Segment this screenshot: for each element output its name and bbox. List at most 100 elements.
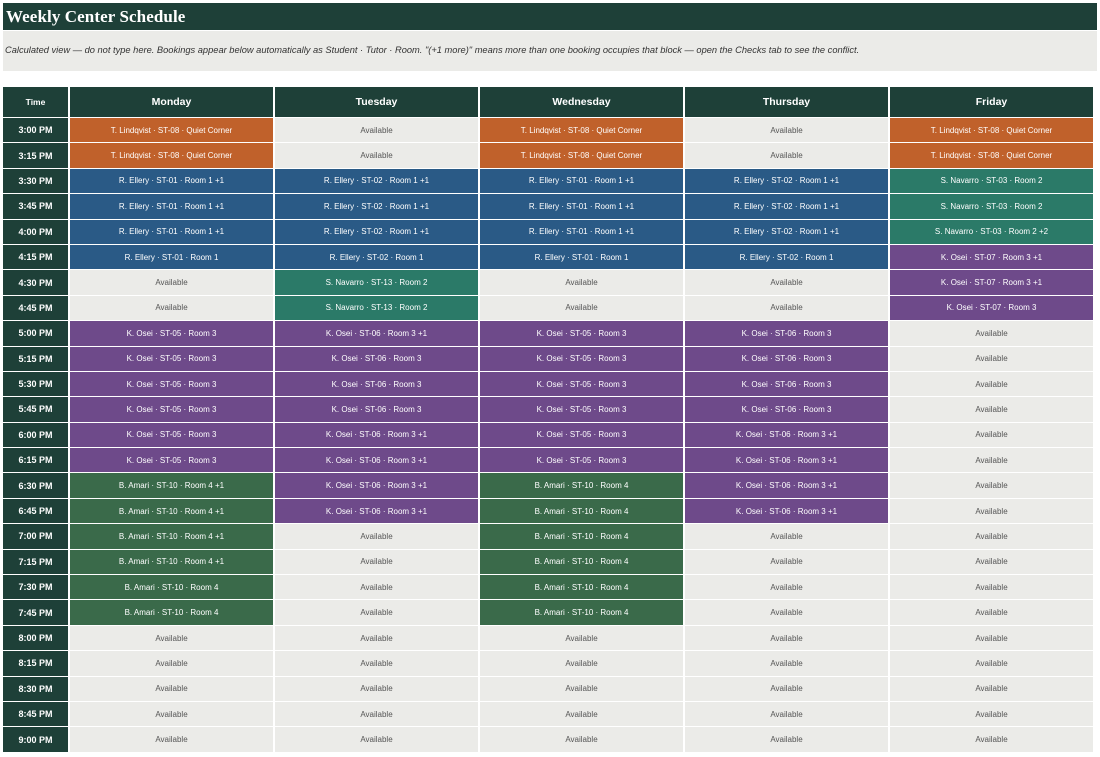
schedule-cell-wednesday[interactable]: K. Osei · ST-05 · Room 3 — [480, 448, 683, 473]
schedule-cell-monday[interactable]: Available — [70, 727, 273, 752]
schedule-cell-friday[interactable]: Available — [890, 701, 1093, 727]
schedule-cell-friday[interactable]: K. Osei · ST-07 · Room 3 +1 — [890, 270, 1093, 295]
schedule-cell-friday[interactable]: Available — [890, 397, 1093, 422]
schedule-cell-wednesday[interactable]: B. Amari · ST-10 · Room 4 — [480, 575, 683, 600]
schedule-cell-tuesday[interactable]: K. Osei · ST-06 · Room 3 +1 — [275, 321, 478, 346]
schedule-cell-monday[interactable]: B. Amari · ST-10 · Room 4 +1 — [70, 473, 273, 498]
schedule-cell-monday[interactable]: Available — [70, 701, 273, 727]
schedule-cell-tuesday[interactable]: K. Osei · ST-06 · Room 3 +1 — [275, 422, 478, 448]
schedule-cell-thursday[interactable]: Available — [685, 727, 888, 752]
schedule-cell-tuesday[interactable]: K. Osei · ST-06 · Room 3 +1 — [275, 473, 478, 498]
schedule-cell-monday[interactable]: B. Amari · ST-10 · Room 4 — [70, 600, 273, 625]
schedule-cell-thursday[interactable]: Available — [685, 625, 888, 651]
schedule-cell-monday[interactable]: K. Osei · ST-05 · Room 3 — [70, 397, 273, 422]
schedule-cell-friday[interactable]: Available — [890, 473, 1093, 498]
schedule-cell-wednesday[interactable]: R. Ellery · ST-01 · Room 1 +1 — [480, 194, 683, 219]
schedule-cell-thursday[interactable]: K. Osei · ST-06 · Room 3 — [685, 321, 888, 346]
schedule-cell-friday[interactable]: T. Lindqvist · ST-08 · Quiet Corner — [890, 143, 1093, 168]
schedule-cell-thursday[interactable]: R. Ellery · ST-02 · Room 1 +1 — [685, 194, 888, 219]
schedule-cell-friday[interactable]: Available — [890, 524, 1093, 549]
schedule-cell-tuesday[interactable]: S. Navarro · ST-13 · Room 2 — [275, 295, 478, 321]
schedule-cell-monday[interactable]: K. Osei · ST-05 · Room 3 — [70, 346, 273, 371]
schedule-cell-wednesday[interactable]: B. Amari · ST-10 · Room 4 — [480, 524, 683, 549]
schedule-cell-monday[interactable]: R. Ellery · ST-01 · Room 1 +1 — [70, 168, 273, 194]
schedule-cell-thursday[interactable]: Available — [685, 118, 888, 143]
schedule-cell-friday[interactable]: S. Navarro · ST-03 · Room 2 +2 — [890, 219, 1093, 244]
schedule-cell-tuesday[interactable]: R. Ellery · ST-02 · Room 1 +1 — [275, 219, 478, 244]
schedule-cell-thursday[interactable]: Available — [685, 270, 888, 295]
schedule-cell-monday[interactable]: T. Lindqvist · ST-08 · Quiet Corner — [70, 118, 273, 143]
schedule-cell-friday[interactable]: Available — [890, 625, 1093, 651]
schedule-cell-tuesday[interactable]: Available — [275, 701, 478, 727]
schedule-cell-monday[interactable]: R. Ellery · ST-01 · Room 1 +1 — [70, 194, 273, 219]
schedule-cell-wednesday[interactable]: B. Amari · ST-10 · Room 4 — [480, 600, 683, 625]
schedule-cell-wednesday[interactable]: Available — [480, 701, 683, 727]
schedule-cell-friday[interactable]: Available — [890, 600, 1093, 625]
schedule-cell-friday[interactable]: S. Navarro · ST-03 · Room 2 — [890, 168, 1093, 194]
schedule-cell-thursday[interactable]: K. Osei · ST-06 · Room 3 +1 — [685, 498, 888, 524]
schedule-cell-tuesday[interactable]: Available — [275, 651, 478, 676]
schedule-cell-friday[interactable]: Available — [890, 498, 1093, 524]
schedule-cell-thursday[interactable]: R. Ellery · ST-02 · Room 1 — [685, 244, 888, 270]
schedule-cell-tuesday[interactable]: Available — [275, 549, 478, 575]
schedule-cell-wednesday[interactable]: Available — [480, 625, 683, 651]
schedule-cell-wednesday[interactable]: R. Ellery · ST-01 · Room 1 — [480, 244, 683, 270]
schedule-cell-friday[interactable]: K. Osei · ST-07 · Room 3 — [890, 295, 1093, 321]
schedule-cell-tuesday[interactable]: Available — [275, 727, 478, 752]
schedule-cell-tuesday[interactable]: Available — [275, 625, 478, 651]
schedule-cell-thursday[interactable]: R. Ellery · ST-02 · Room 1 +1 — [685, 168, 888, 194]
schedule-cell-thursday[interactable]: K. Osei · ST-06 · Room 3 — [685, 346, 888, 371]
schedule-cell-wednesday[interactable]: T. Lindqvist · ST-08 · Quiet Corner — [480, 143, 683, 168]
schedule-cell-wednesday[interactable]: K. Osei · ST-05 · Room 3 — [480, 397, 683, 422]
schedule-cell-thursday[interactable]: K. Osei · ST-06 · Room 3 +1 — [685, 422, 888, 448]
schedule-cell-tuesday[interactable]: K. Osei · ST-06 · Room 3 — [275, 371, 478, 397]
schedule-cell-tuesday[interactable]: K. Osei · ST-06 · Room 3 +1 — [275, 498, 478, 524]
schedule-cell-tuesday[interactable]: S. Navarro · ST-13 · Room 2 — [275, 270, 478, 295]
schedule-cell-wednesday[interactable]: Available — [480, 270, 683, 295]
schedule-cell-friday[interactable]: Available — [890, 346, 1093, 371]
schedule-cell-wednesday[interactable]: R. Ellery · ST-01 · Room 1 +1 — [480, 168, 683, 194]
schedule-cell-thursday[interactable]: K. Osei · ST-06 · Room 3 — [685, 371, 888, 397]
schedule-cell-monday[interactable]: R. Ellery · ST-01 · Room 1 — [70, 244, 273, 270]
schedule-cell-thursday[interactable]: Available — [685, 524, 888, 549]
schedule-cell-friday[interactable]: Available — [890, 676, 1093, 701]
schedule-cell-tuesday[interactable]: Available — [275, 600, 478, 625]
schedule-cell-wednesday[interactable]: K. Osei · ST-05 · Room 3 — [480, 321, 683, 346]
schedule-cell-tuesday[interactable]: Available — [275, 524, 478, 549]
schedule-cell-wednesday[interactable]: Available — [480, 727, 683, 752]
schedule-cell-tuesday[interactable]: R. Ellery · ST-02 · Room 1 +1 — [275, 194, 478, 219]
schedule-cell-monday[interactable]: B. Amari · ST-10 · Room 4 +1 — [70, 498, 273, 524]
schedule-cell-friday[interactable]: Available — [890, 549, 1093, 575]
schedule-cell-monday[interactable]: Available — [70, 651, 273, 676]
schedule-cell-monday[interactable]: Available — [70, 625, 273, 651]
schedule-cell-friday[interactable]: Available — [890, 371, 1093, 397]
schedule-cell-wednesday[interactable]: K. Osei · ST-05 · Room 3 — [480, 422, 683, 448]
schedule-cell-wednesday[interactable]: R. Ellery · ST-01 · Room 1 +1 — [480, 219, 683, 244]
schedule-cell-tuesday[interactable]: K. Osei · ST-06 · Room 3 — [275, 397, 478, 422]
schedule-cell-monday[interactable]: K. Osei · ST-05 · Room 3 — [70, 448, 273, 473]
schedule-cell-thursday[interactable]: Available — [685, 549, 888, 575]
schedule-cell-tuesday[interactable]: Available — [275, 676, 478, 701]
schedule-cell-monday[interactable]: Available — [70, 295, 273, 321]
schedule-cell-friday[interactable]: Available — [890, 448, 1093, 473]
schedule-cell-monday[interactable]: K. Osei · ST-05 · Room 3 — [70, 371, 273, 397]
schedule-cell-thursday[interactable]: K. Osei · ST-06 · Room 3 — [685, 397, 888, 422]
schedule-cell-tuesday[interactable]: K. Osei · ST-06 · Room 3 +1 — [275, 448, 478, 473]
schedule-cell-thursday[interactable]: Available — [685, 701, 888, 727]
schedule-cell-wednesday[interactable]: K. Osei · ST-05 · Room 3 — [480, 346, 683, 371]
schedule-cell-monday[interactable]: B. Amari · ST-10 · Room 4 +1 — [70, 549, 273, 575]
schedule-cell-monday[interactable]: B. Amari · ST-10 · Room 4 +1 — [70, 524, 273, 549]
schedule-cell-friday[interactable]: Available — [890, 727, 1093, 752]
schedule-cell-tuesday[interactable]: Available — [275, 575, 478, 600]
schedule-cell-wednesday[interactable]: B. Amari · ST-10 · Room 4 — [480, 549, 683, 575]
schedule-cell-monday[interactable]: Available — [70, 676, 273, 701]
schedule-cell-wednesday[interactable]: B. Amari · ST-10 · Room 4 — [480, 473, 683, 498]
schedule-cell-thursday[interactable]: Available — [685, 295, 888, 321]
schedule-cell-thursday[interactable]: Available — [685, 575, 888, 600]
schedule-cell-wednesday[interactable]: Available — [480, 295, 683, 321]
schedule-cell-wednesday[interactable]: K. Osei · ST-05 · Room 3 — [480, 371, 683, 397]
schedule-cell-thursday[interactable]: Available — [685, 143, 888, 168]
schedule-cell-thursday[interactable]: R. Ellery · ST-02 · Room 1 +1 — [685, 219, 888, 244]
schedule-cell-tuesday[interactable]: R. Ellery · ST-02 · Room 1 +1 — [275, 168, 478, 194]
schedule-cell-thursday[interactable]: Available — [685, 651, 888, 676]
